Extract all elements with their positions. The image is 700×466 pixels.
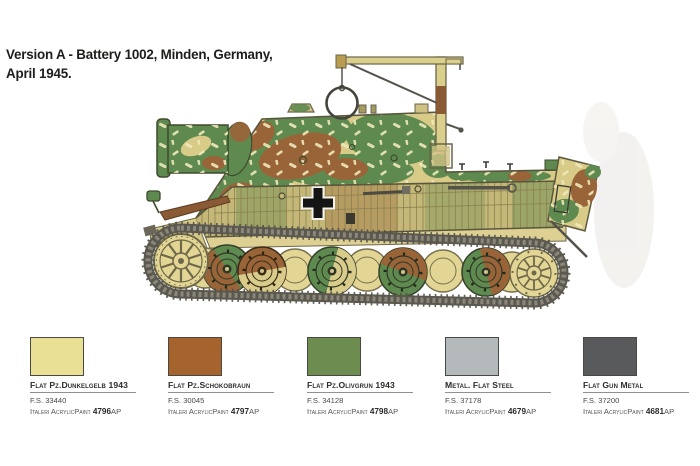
running-gear [141, 221, 571, 310]
pioneer-tools [362, 183, 517, 196]
paint-product: Italeri AcrylicPaint 4679AP [445, 407, 537, 416]
paint-card-flat-steel: Metal. Flat Steel F.S. 37178 Italeri Acr… [445, 337, 563, 416]
paint-product: Italeri AcrylicPaint 4798AP [307, 407, 399, 416]
paint-card-schokobraun: Flat Pz.Schokobraun F.S. 30045 Italeri A… [168, 337, 286, 416]
divider [583, 392, 689, 393]
drive-sprocket [153, 233, 209, 289]
paint-name: Metal. Flat Steel [445, 380, 514, 390]
mortar-barrel [156, 118, 253, 178]
outer-road-wheels [202, 244, 511, 297]
paint-product: Italeri AcrylicPaint 4681AP [583, 407, 675, 416]
lifting-ring [325, 86, 359, 120]
paint-swatch [307, 337, 361, 376]
roof-fittings [287, 103, 562, 171]
paint-name: Flat Gun Metal [583, 380, 644, 390]
paint-swatch [30, 337, 84, 376]
paint-fs-code: F.S. 34128 [307, 396, 344, 405]
divider [307, 392, 413, 393]
road-wheel [461, 247, 511, 297]
paint-swatch [445, 337, 499, 376]
bow-details [146, 190, 231, 221]
paint-fs-code: F.S. 37178 [445, 396, 482, 405]
version-title-line2: April 1945. [6, 66, 72, 81]
divider [445, 392, 551, 393]
road-wheel [378, 247, 428, 297]
rear-panel [547, 156, 601, 258]
side-ports [298, 144, 398, 165]
paint-fs-code: F.S. 33440 [30, 396, 67, 405]
paint-product: Italeri AcrylicPaint 4797AP [168, 407, 260, 416]
headlight [146, 190, 161, 202]
paint-card-gun-metal: Flat Gun Metal F.S. 37200 Italeri Acryli… [583, 337, 700, 416]
paint-name: Flat Pz.Olivgrun 1943 [307, 380, 395, 390]
divider [30, 392, 136, 393]
paint-product: Italeri AcrylicPaint 4796AP [30, 407, 122, 416]
paint-fs-code: F.S. 37200 [583, 396, 620, 405]
paint-card-dunkelgelb: Flat Pz.Dunkelgelb 1943 F.S. 33440 Itale… [30, 337, 148, 416]
balkenkreuz-insignia [301, 186, 335, 220]
paint-name: Flat Pz.Schokobraun [168, 380, 251, 390]
road-wheel [307, 246, 357, 296]
paint-swatch [168, 337, 222, 376]
road-wheel [237, 246, 287, 296]
track [141, 221, 571, 310]
paint-fs-code: F.S. 30045 [168, 396, 205, 405]
paint-card-olivgrun: Flat Pz.Olivgrun 1943 F.S. 34128 Italeri… [307, 337, 425, 416]
version-title-line1: Version A - Battery 1002, Minden, German… [6, 47, 273, 62]
paint-name: Flat Pz.Dunkelgelb 1943 [30, 380, 128, 390]
paper-shadow [583, 102, 654, 288]
divider [168, 392, 274, 393]
paint-swatch [583, 337, 637, 376]
version-title: Version A - Battery 1002, Minden, German… [6, 45, 273, 83]
loading-crane [325, 54, 464, 169]
